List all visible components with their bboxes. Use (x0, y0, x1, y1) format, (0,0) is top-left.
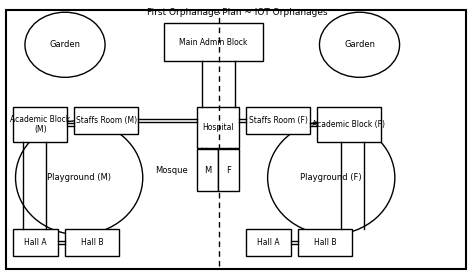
Text: Hall B: Hall B (314, 238, 337, 247)
Text: Academic Block (F): Academic Block (F) (312, 120, 385, 129)
Text: F: F (226, 166, 231, 175)
Text: Hall A: Hall A (24, 238, 47, 247)
Text: M: M (204, 166, 211, 175)
Bar (197, 107, 239, 148)
Text: Playground (M): Playground (M) (47, 173, 111, 182)
Text: First Orphanage Plan ~ IOT Orphanages: First Orphanage Plan ~ IOT Orphanages (146, 8, 328, 17)
Bar (164, 23, 263, 61)
Bar (13, 229, 58, 256)
Bar (218, 149, 239, 191)
Text: Hall A: Hall A (257, 238, 280, 247)
Ellipse shape (25, 12, 105, 77)
Text: Academic Block
(M): Academic Block (M) (10, 115, 71, 135)
Ellipse shape (268, 121, 395, 235)
Bar (246, 229, 291, 256)
Bar (13, 107, 67, 142)
Ellipse shape (319, 12, 400, 77)
Bar (65, 229, 119, 256)
Bar (317, 107, 381, 142)
Bar (298, 229, 353, 256)
Text: Garden: Garden (49, 40, 81, 49)
Bar (197, 149, 218, 191)
Text: Staffs Room (M): Staffs Room (M) (76, 116, 137, 125)
Text: Mosque: Mosque (155, 166, 188, 175)
Text: Staffs Room (F): Staffs Room (F) (249, 116, 308, 125)
Text: Playground (F): Playground (F) (301, 173, 362, 182)
Bar (246, 107, 310, 134)
Bar (74, 107, 138, 134)
Text: Hall B: Hall B (81, 238, 103, 247)
Text: Main Admin Block: Main Admin Block (179, 38, 247, 47)
Text: Hospital: Hospital (202, 123, 234, 132)
Ellipse shape (16, 121, 143, 235)
Text: Garden: Garden (344, 40, 375, 49)
